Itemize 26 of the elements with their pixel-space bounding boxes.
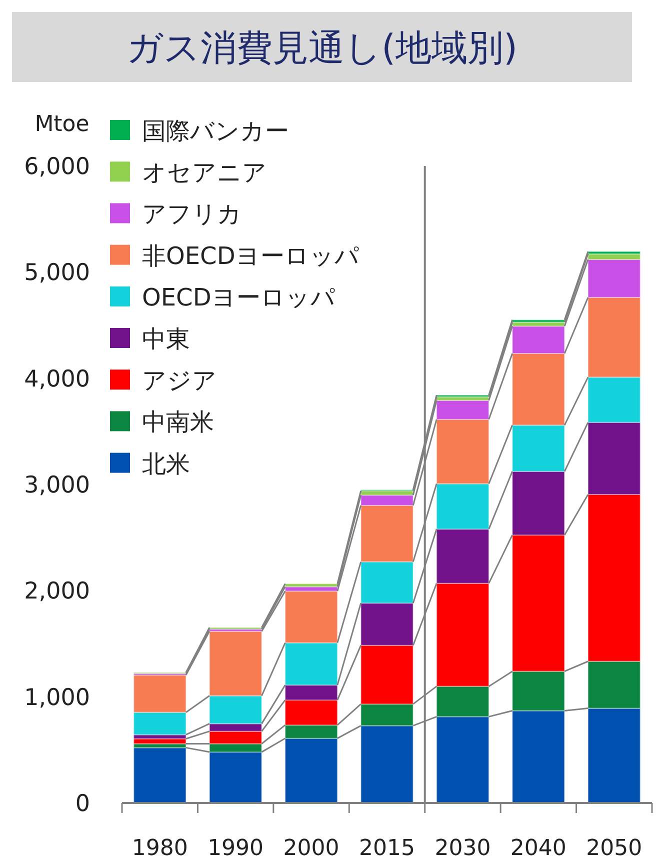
legend-label: アフリカ	[142, 200, 242, 228]
x-tick-label: 2050	[586, 836, 642, 860]
x-tick-label: 2000	[283, 836, 340, 860]
legend-label: 非OECDヨーロッパ	[142, 242, 360, 270]
y-tick-label: 6,000	[24, 154, 90, 180]
x-tick-label: 2015	[359, 836, 415, 860]
legend-label: 北米	[142, 450, 190, 478]
legend-label: アジア	[142, 366, 217, 395]
y-tick-label: 4,000	[24, 366, 90, 392]
legend-label: 国際バンカー	[142, 117, 289, 145]
x-tick-label: 1990	[208, 836, 264, 860]
y-tick-label: 3,000	[24, 472, 90, 498]
chart-title: ガス消費見通し(地域別)	[126, 28, 518, 69]
y-tick-label: 2,000	[24, 578, 90, 605]
legend-label: OECDヨーロッパ	[142, 283, 336, 312]
legend-label: オセアニア	[142, 158, 267, 187]
x-tick-label: 1980	[132, 836, 188, 860]
y-tick-label: 5,000	[24, 260, 90, 286]
y-axis-title: Mtoe	[34, 112, 90, 137]
y-tick-label: 0	[75, 791, 90, 817]
legend-label: 中東	[142, 325, 190, 353]
x-tick-label: 2040	[510, 836, 566, 860]
legend-label: 中南米	[142, 408, 214, 436]
x-tick-label: 2030	[434, 836, 491, 860]
y-tick-label: 1,000	[24, 684, 90, 711]
bar	[133, 747, 186, 804]
